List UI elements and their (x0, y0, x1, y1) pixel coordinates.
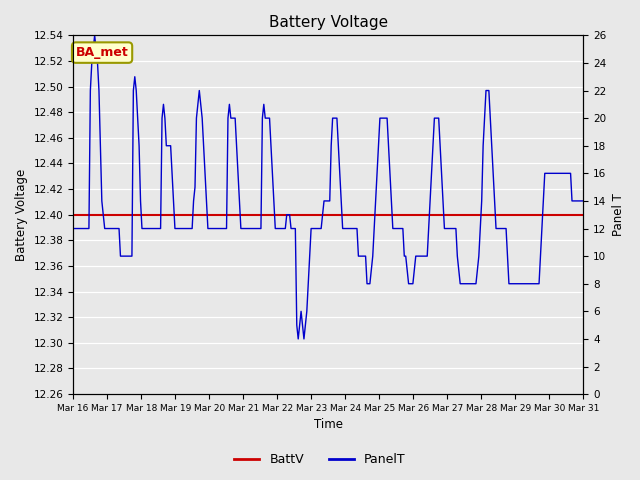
Title: Battery Voltage: Battery Voltage (269, 15, 388, 30)
X-axis label: Time: Time (314, 419, 343, 432)
Y-axis label: Battery Voltage: Battery Voltage (15, 168, 28, 261)
Y-axis label: Panel T: Panel T (612, 193, 625, 236)
Text: BA_met: BA_met (76, 46, 129, 59)
Legend: BattV, PanelT: BattV, PanelT (229, 448, 411, 471)
